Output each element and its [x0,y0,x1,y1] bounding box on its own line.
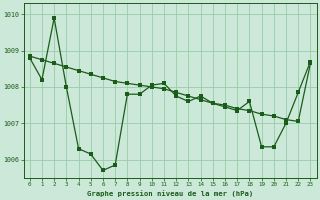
X-axis label: Graphe pression niveau de la mer (hPa): Graphe pression niveau de la mer (hPa) [87,190,253,197]
